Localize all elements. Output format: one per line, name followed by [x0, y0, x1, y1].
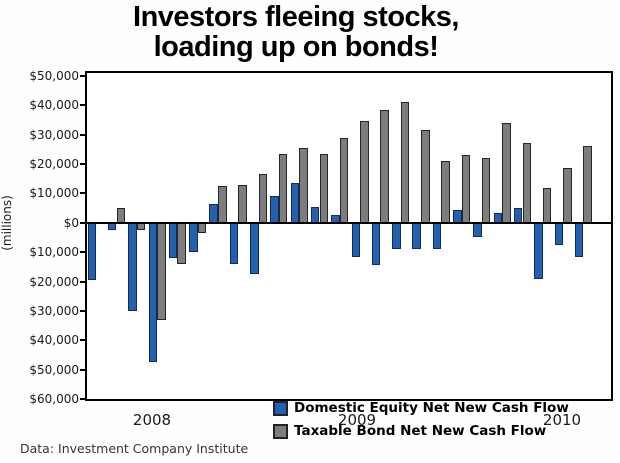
legend-label-equity: Domestic Equity Net New Cash Flow [294, 400, 569, 416]
bond-bar [461, 155, 471, 223]
equity-bar [128, 222, 137, 311]
y-tick-label: $0 [63, 215, 79, 230]
y-tick-label: $10,000 [29, 186, 79, 201]
equity-bar [371, 222, 381, 266]
bond-bar [136, 222, 146, 231]
bond-bar [522, 143, 532, 223]
equity-bar [351, 222, 361, 257]
x-year-label: 2008 [132, 411, 172, 429]
equity-bar [168, 222, 178, 259]
bond-bar [258, 174, 268, 223]
equity-bar [270, 196, 279, 223]
y-tick-mark [80, 251, 87, 254]
legend-item-bond: Taxable Bond Net New Cash Flow [273, 423, 569, 439]
y-tick-label: $50,000 [29, 362, 79, 377]
y-tick-label: $60,000 [29, 392, 79, 406]
x-year-label: 2009 [337, 411, 377, 429]
legend-label-bond: Taxable Bond Net New Cash Flow [294, 423, 547, 439]
bond-bar [116, 208, 126, 223]
bond-bar [157, 222, 166, 320]
equity-bar [229, 222, 239, 264]
bond-bar [502, 122, 511, 223]
y-tick-mark [80, 74, 87, 77]
bond-bar [177, 222, 186, 264]
equity-bar [148, 222, 158, 363]
y-tick-label: $40,000 [29, 333, 79, 348]
y-tick-mark [80, 309, 87, 312]
bond-bar [563, 168, 572, 223]
bond-bar [238, 184, 247, 223]
equity-bar [574, 222, 584, 257]
y-tick-label: $50,000 [29, 68, 79, 83]
bond-bar [421, 130, 430, 223]
y-tick-mark [80, 221, 87, 224]
bond-bar [441, 161, 450, 223]
equity-bar [453, 209, 462, 223]
y-tick-label: $20,000 [29, 274, 79, 289]
equity-bar [432, 222, 442, 250]
y-tick-label: $40,000 [29, 98, 79, 113]
legend-item-equity: Domestic Equity Net New Cash Flow [273, 400, 569, 416]
bond-bar [481, 158, 491, 223]
y-tick-mark [80, 192, 87, 195]
equity-bar [392, 222, 401, 250]
bond-bar [278, 153, 288, 223]
equity-bar [107, 222, 117, 231]
bond-bar [319, 153, 329, 223]
y-axis-title: (millions) [0, 195, 14, 251]
plot-area: Domestic Equity Net New Cash Flow Taxabl… [80, 71, 613, 439]
bond-bar [360, 121, 369, 223]
y-tick-label: $20,000 [29, 157, 79, 172]
bond-bar [400, 102, 410, 223]
equity-bar [189, 222, 198, 253]
equity-bar [310, 206, 320, 223]
equity-bar [209, 203, 218, 223]
y-tick-mark [80, 368, 87, 371]
equity-bar [250, 222, 259, 275]
y-tick-mark [80, 280, 87, 283]
y-tick-label: $10,000 [29, 245, 79, 260]
bond-bar [380, 109, 389, 223]
equity-bar [513, 208, 523, 223]
legend: Domestic Equity Net New Cash Flow Taxabl… [273, 400, 569, 446]
source-note: Data: Investment Company Institute [20, 441, 249, 456]
equity-bar [554, 222, 564, 245]
equity-bar [473, 222, 482, 238]
equity-bar [412, 222, 421, 250]
bond-bar [583, 146, 592, 223]
y-tick-mark [80, 104, 87, 107]
bond-bar [218, 186, 227, 223]
y-tick-mark [80, 398, 87, 400]
bond-bar [339, 137, 349, 223]
y-tick-mark [80, 339, 87, 342]
chart-title: Investors fleeing stocks, loading up on … [0, 2, 592, 62]
legend-swatch-equity-icon [273, 400, 288, 416]
zero-axis-line [87, 221, 611, 224]
equity-bar [534, 222, 543, 279]
y-tick-mark [80, 133, 87, 136]
y-tick-label: $30,000 [29, 303, 79, 318]
x-year-label: 2010 [542, 411, 582, 429]
legend-swatch-bond-icon [273, 423, 288, 439]
bond-bar [299, 147, 308, 223]
bond-bar [197, 222, 207, 234]
y-tick-label: $30,000 [29, 127, 79, 142]
bond-bar [542, 187, 552, 223]
equity-bar [290, 183, 300, 223]
chart-title-line1: Investors fleeing stocks, [133, 1, 459, 33]
y-tick-mark [80, 163, 87, 166]
chart-title-line2: loading up on bonds! [153, 31, 439, 63]
equity-bar [87, 222, 97, 281]
